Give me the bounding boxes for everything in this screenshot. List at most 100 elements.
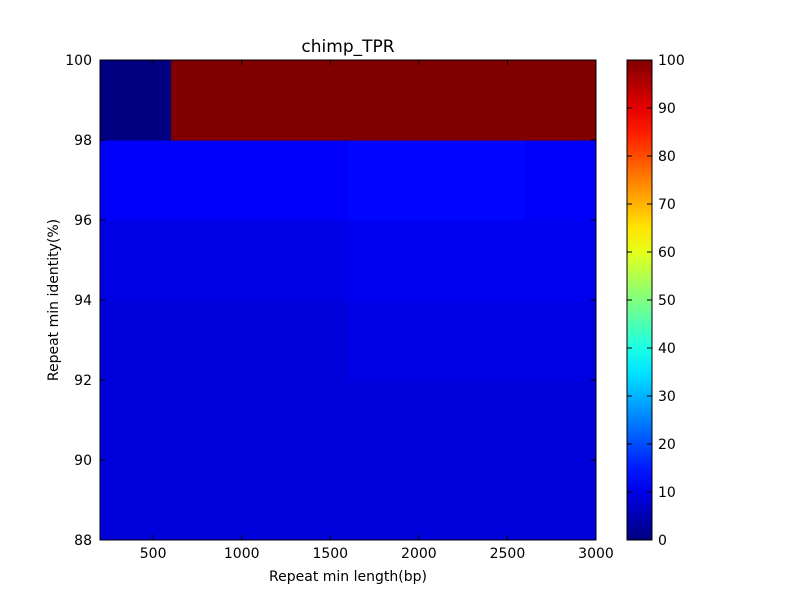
heatmap-cell <box>277 60 314 141</box>
x-tick-label: 2500 <box>490 546 526 562</box>
heatmap-cell <box>560 220 597 301</box>
heatmap-cell <box>312 140 349 221</box>
heatmap-cell <box>489 300 526 381</box>
heatmap-cell <box>277 140 314 221</box>
heatmap-cell <box>312 460 349 541</box>
heatmap-cell <box>418 380 455 461</box>
colorbar-tick-label: 90 <box>658 101 676 117</box>
heatmap-cell <box>170 140 207 221</box>
heatmap-cell <box>418 220 455 301</box>
x-axis: 500 1000 1500 2000 2500 3000 <box>140 60 614 562</box>
heatmap-cell <box>560 60 597 141</box>
heatmap-cell <box>418 140 455 221</box>
heatmap-cell <box>348 300 384 381</box>
heatmap-cell <box>418 300 455 381</box>
heatmap-cell <box>206 140 243 221</box>
heatmap-cell <box>135 300 172 381</box>
x-tick-label: 1500 <box>312 546 348 562</box>
heatmap-cell <box>100 140 136 221</box>
heatmap-cell <box>135 60 172 141</box>
heatmap-cell <box>100 220 136 301</box>
heatmap-cell <box>277 460 314 541</box>
y-tick-label: 90 <box>74 453 92 469</box>
heatmap-cell <box>312 220 349 301</box>
colorbar-tick-label: 0 <box>658 533 667 549</box>
heatmap-cell <box>170 220 207 301</box>
x-tick-label: 500 <box>140 546 167 562</box>
heatmap-cell <box>525 300 562 381</box>
heatmap-cell <box>489 380 526 461</box>
heatmap-cell <box>383 460 420 541</box>
heatmap-cell <box>241 300 278 381</box>
heatmap-cell <box>170 300 207 381</box>
heatmap-cell <box>560 300 597 381</box>
heatmap-cell <box>525 460 562 541</box>
heatmap-cell <box>383 60 420 141</box>
colorbar-tick-label: 100 <box>658 53 685 69</box>
colorbar-tick-label: 70 <box>658 197 676 213</box>
colorbar-tick-label: 80 <box>658 149 676 165</box>
y-tick-label: 96 <box>74 213 92 229</box>
heatmap-cell <box>241 460 278 541</box>
x-tick-label: 3000 <box>578 546 614 562</box>
heatmap-cell <box>383 300 420 381</box>
x-tick-label: 1000 <box>224 546 260 562</box>
y-tick-label: 88 <box>74 533 92 549</box>
colorbar-tick-label: 60 <box>658 245 676 261</box>
heatmap-cell <box>135 460 172 541</box>
x-tick-label: 2000 <box>401 546 437 562</box>
colorbar-tick-label: 50 <box>658 293 676 309</box>
y-axis-label: Repeat min identity(%) <box>46 219 62 381</box>
heatmap-cell <box>454 140 491 221</box>
heatmap-cell <box>206 220 243 301</box>
heatmap-cell <box>100 460 136 541</box>
heatmap-cell <box>135 140 172 221</box>
heatmap-cell <box>100 380 136 461</box>
heatmap-cell <box>100 300 136 381</box>
heatmap-cell <box>170 380 207 461</box>
heatmap-cell <box>454 60 491 141</box>
heatmap-cell <box>312 300 349 381</box>
colorbar-tick-label: 10 <box>658 485 676 501</box>
heatmap-cell <box>206 380 243 461</box>
heatmap-cell <box>277 380 314 461</box>
x-axis-label: Repeat min length(bp) <box>269 569 427 585</box>
heatmap-cell <box>383 140 420 221</box>
heatmap-cell <box>525 220 562 301</box>
y-tick-label: 94 <box>74 293 92 309</box>
heatmap-cell <box>206 300 243 381</box>
heatmap-cell <box>418 460 455 541</box>
heatmap-cell <box>489 220 526 301</box>
colorbar-axis: 0 10 20 30 40 50 60 70 80 90 100 <box>627 53 685 549</box>
heatmap-cell <box>100 60 136 141</box>
heatmap-cell <box>383 380 420 461</box>
y-tick-label: 98 <box>74 133 92 149</box>
heatmap-cell <box>348 60 384 141</box>
heatmap-cell <box>560 140 597 221</box>
heatmap-cell <box>454 300 491 381</box>
heatmap-cell <box>560 460 597 541</box>
heatmap-cell <box>277 220 314 301</box>
heatmap-cell <box>135 220 172 301</box>
y-tick-label: 92 <box>74 373 92 389</box>
heatmap-cell <box>489 140 526 221</box>
y-axis: 88 90 92 94 96 98 100 <box>65 53 596 549</box>
heatmap-cell <box>312 60 349 141</box>
heatmap-cell <box>348 140 384 221</box>
heatmap-cell <box>312 380 349 461</box>
heatmap-cell <box>525 140 562 221</box>
heatmap-cell <box>135 380 172 461</box>
heatmap-cell <box>383 220 420 301</box>
heatmap-cell <box>277 300 314 381</box>
heatmap-cell <box>241 220 278 301</box>
colorbar-tick-label: 20 <box>658 437 676 453</box>
colorbar-tick-label: 30 <box>658 389 676 405</box>
heatmap-cell <box>206 60 243 141</box>
heatmap-cell <box>241 60 278 141</box>
chart-title: chimp_TPR <box>301 37 394 57</box>
heatmap-cell <box>170 460 207 541</box>
colorbar-tick-label: 40 <box>658 341 676 357</box>
heatmap-cells <box>100 60 597 541</box>
heatmap-cell <box>560 380 597 461</box>
